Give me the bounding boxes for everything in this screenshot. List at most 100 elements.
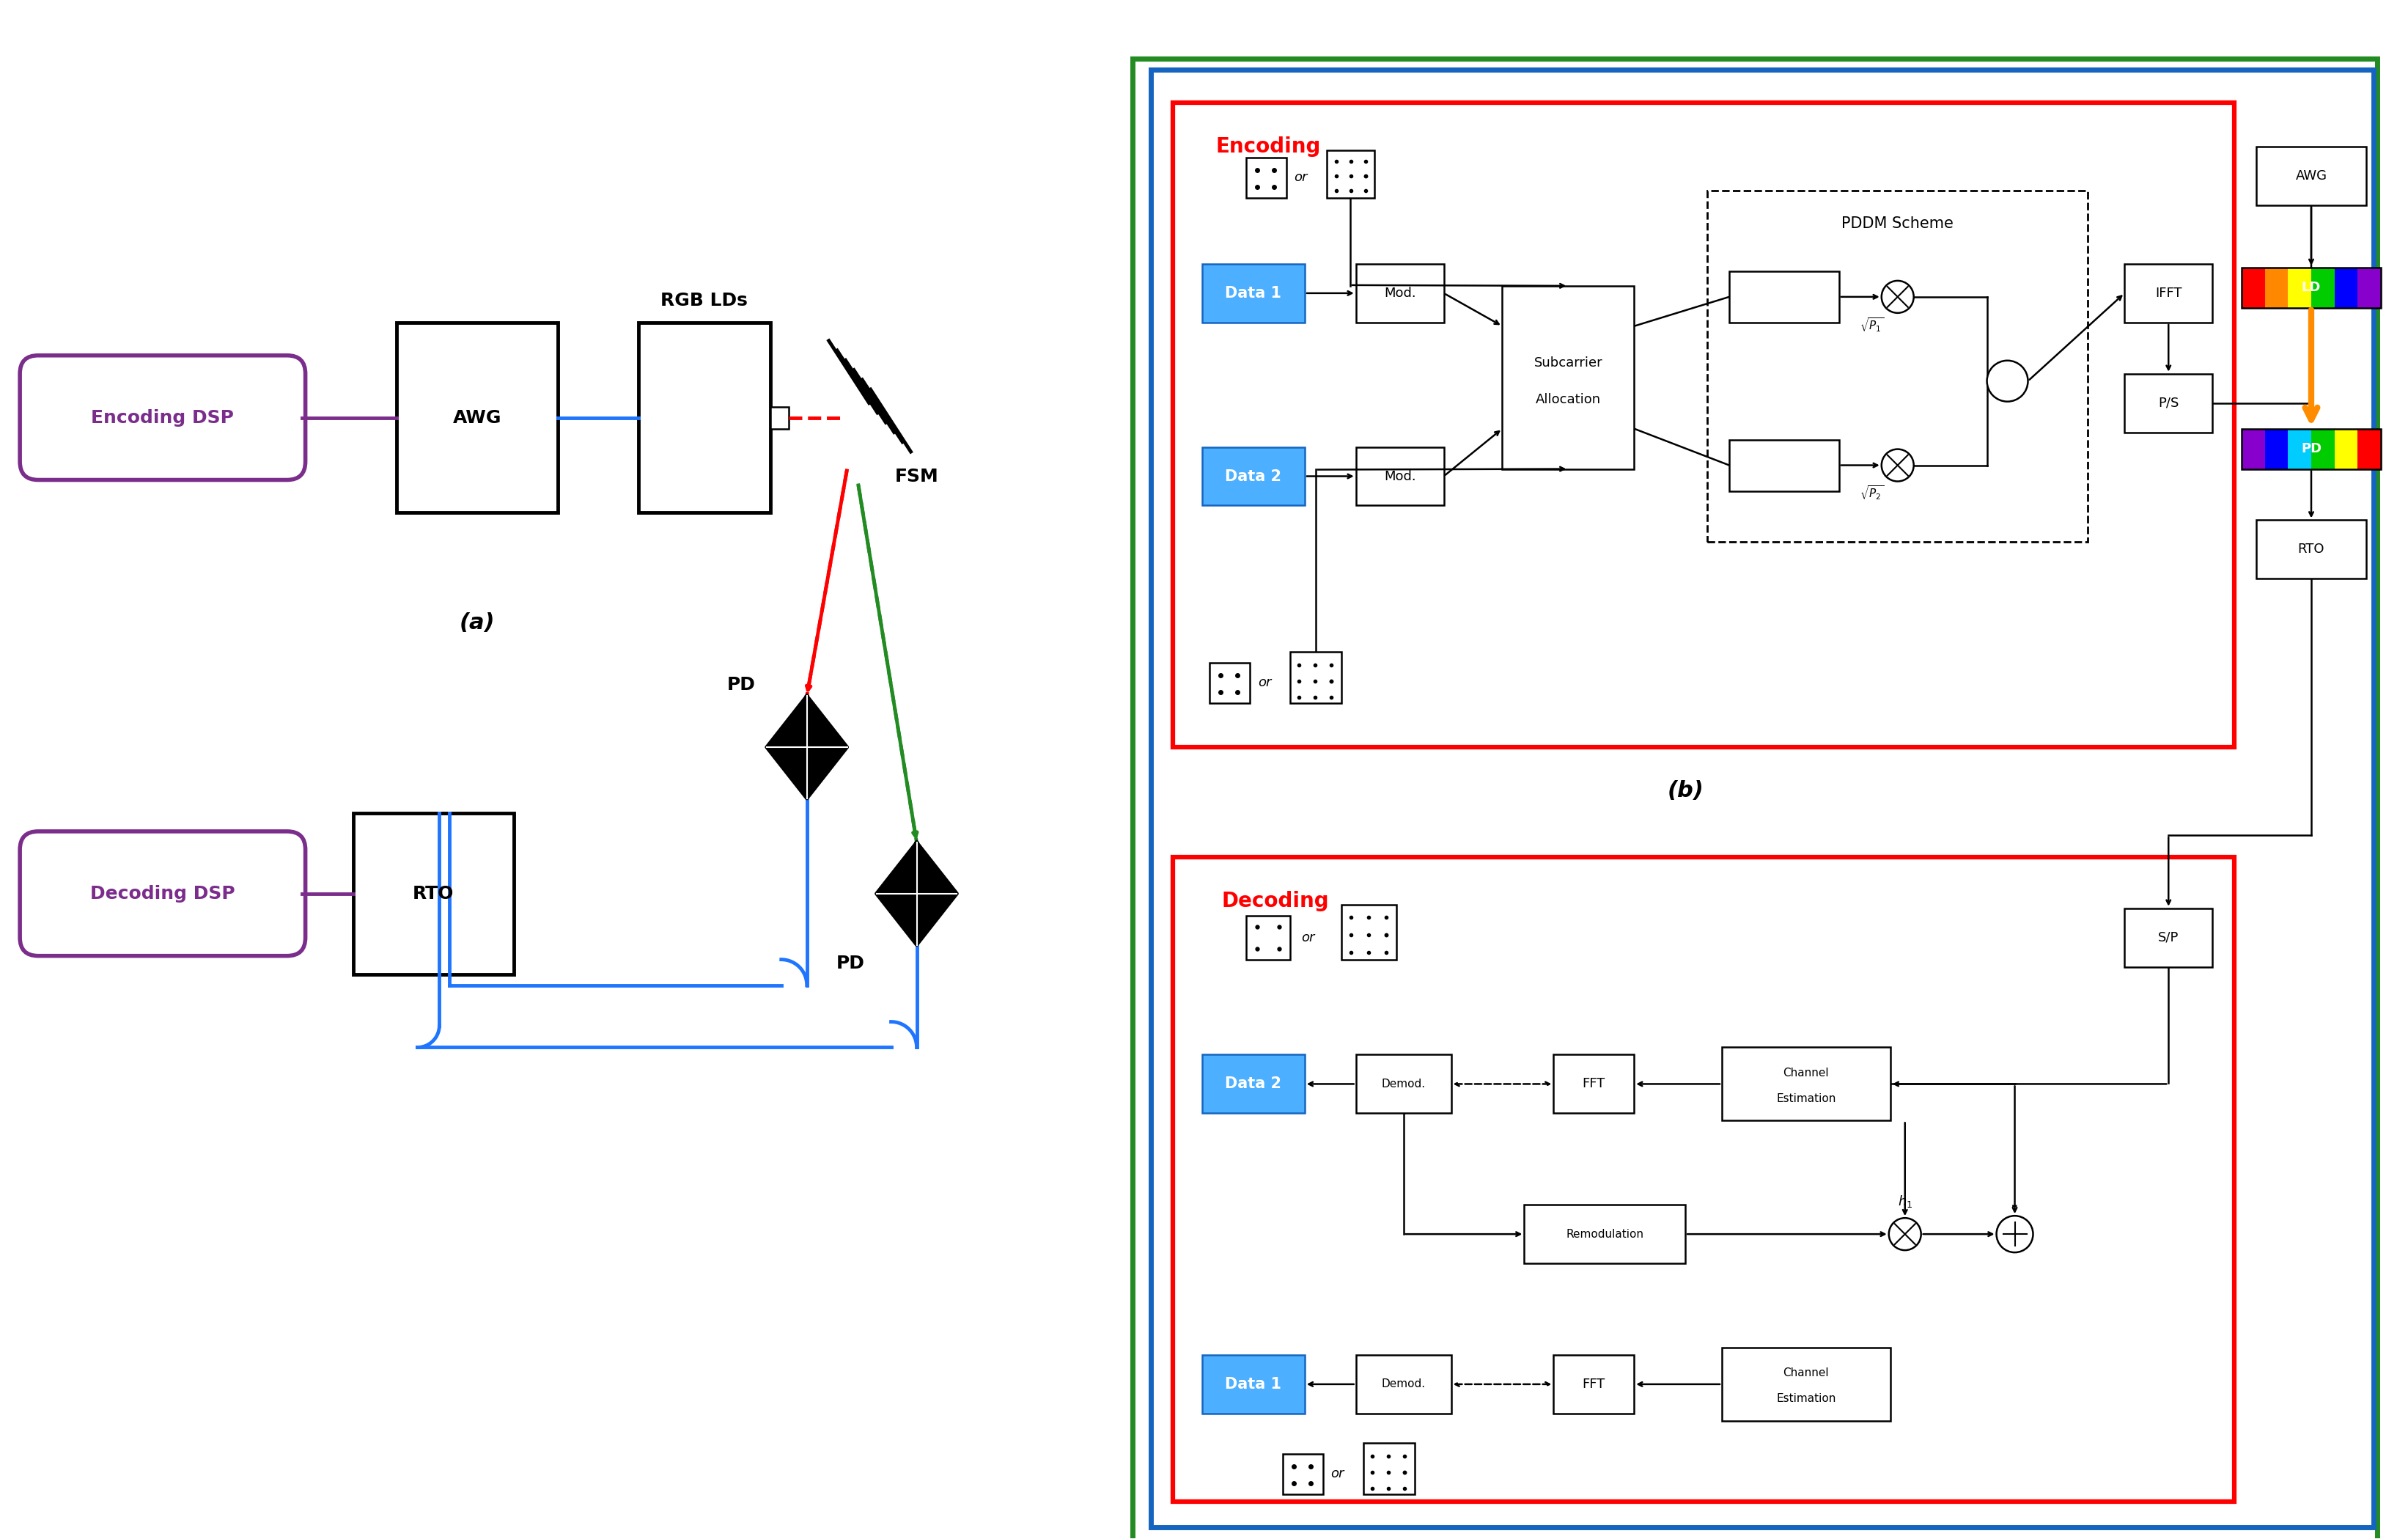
Bar <box>397 323 559 512</box>
Text: AWG: AWG <box>2295 169 2326 183</box>
Polygon shape <box>877 842 956 945</box>
Circle shape <box>1881 280 1914 312</box>
Bar <box>1503 286 1635 469</box>
Bar <box>1173 103 2235 746</box>
Text: Data 2: Data 2 <box>1226 469 1281 483</box>
Bar <box>1722 1348 1890 1420</box>
Text: or: or <box>1257 676 1271 689</box>
Text: Subcarrier: Subcarrier <box>1534 356 1601 369</box>
Bar <box>1356 1054 1452 1113</box>
Text: Demod.: Demod. <box>1382 1379 1426 1390</box>
Bar <box>1202 446 1305 505</box>
Text: PD: PD <box>727 676 756 694</box>
Text: Estimation: Estimation <box>1777 1093 1835 1103</box>
Bar <box>2242 429 2266 469</box>
Bar <box>2124 374 2213 432</box>
Text: LD: LD <box>2302 282 2321 294</box>
Text: -: - <box>2011 1199 2018 1214</box>
Text: RGB LDs: RGB LDs <box>660 292 749 309</box>
Bar <box>1209 663 1250 703</box>
Bar <box>2242 268 2382 308</box>
Bar <box>771 406 787 429</box>
Text: $\sqrt{P_1}$: $\sqrt{P_1}$ <box>1859 315 1883 334</box>
Circle shape <box>1881 449 1914 482</box>
Bar <box>1132 58 2377 1539</box>
Text: PDDM Scheme: PDDM Scheme <box>1842 217 1953 231</box>
Bar <box>1137 0 2408 1537</box>
Polygon shape <box>766 696 848 799</box>
Text: or: or <box>1332 1467 1344 1481</box>
Bar <box>1341 905 1397 959</box>
Text: Data 1: Data 1 <box>1226 286 1281 300</box>
Text: Decoding: Decoding <box>1221 891 1329 911</box>
Bar <box>1356 263 1445 323</box>
Bar <box>2266 429 2288 469</box>
Bar <box>1707 191 2088 542</box>
Text: Channel: Channel <box>1784 1068 1830 1079</box>
FancyBboxPatch shape <box>19 356 306 480</box>
Text: Allocation: Allocation <box>1536 392 1601 406</box>
Text: Channel: Channel <box>1784 1368 1830 1379</box>
Bar <box>1729 271 1840 323</box>
Text: IFFT: IFFT <box>2155 286 2182 300</box>
Text: Decoding DSP: Decoding DSP <box>89 885 236 902</box>
Text: P/S: P/S <box>2158 397 2179 409</box>
Bar <box>1722 1048 1890 1120</box>
Bar <box>354 813 513 974</box>
FancyBboxPatch shape <box>19 831 306 956</box>
Bar <box>2256 520 2367 579</box>
Bar <box>1202 263 1305 323</box>
Bar <box>2256 146 2367 205</box>
Bar <box>1202 1354 1305 1413</box>
Bar <box>1729 440 1840 491</box>
Bar <box>1291 653 1341 703</box>
Bar <box>1356 1354 1452 1413</box>
Text: Mod.: Mod. <box>1385 469 1416 483</box>
Text: Signal 2: Signal 2 <box>1763 460 1806 471</box>
Bar <box>1202 1054 1305 1113</box>
Bar <box>1173 857 2235 1502</box>
Text: $\Sigma$: $\Sigma$ <box>2003 374 2013 388</box>
Text: RTO: RTO <box>2297 543 2324 556</box>
Text: Estimation: Estimation <box>1777 1393 1835 1405</box>
Bar <box>2333 268 2357 308</box>
Text: (a): (a) <box>460 613 496 634</box>
Text: PD: PD <box>836 954 864 973</box>
Text: FFT: FFT <box>1582 1077 1606 1091</box>
Text: S/P: S/P <box>2158 931 2179 943</box>
Text: $h_1$: $h_1$ <box>1898 1193 1912 1208</box>
Bar <box>1553 1354 1635 1413</box>
Bar <box>2357 268 2382 308</box>
Bar <box>2288 268 2312 308</box>
Circle shape <box>1888 1217 1922 1250</box>
Bar <box>2333 429 2357 469</box>
Bar <box>2124 908 2213 966</box>
Text: AWG: AWG <box>453 409 501 426</box>
Text: Encoding: Encoding <box>1216 137 1320 157</box>
Bar <box>2288 429 2312 469</box>
Text: or: or <box>1303 931 1315 943</box>
Text: FSM: FSM <box>896 468 939 485</box>
Circle shape <box>1996 1216 2032 1253</box>
Text: Encoding DSP: Encoding DSP <box>92 409 234 426</box>
Text: Demod.: Demod. <box>1382 1079 1426 1090</box>
Bar <box>1245 916 1291 959</box>
Text: $\sqrt{P_2}$: $\sqrt{P_2}$ <box>1859 485 1883 502</box>
Bar <box>638 323 771 512</box>
Bar <box>1524 1205 1686 1264</box>
Bar <box>2357 429 2382 469</box>
Text: Data 1: Data 1 <box>1226 1377 1281 1391</box>
Bar <box>2312 268 2333 308</box>
Bar <box>1283 1454 1322 1494</box>
Text: PD: PD <box>2302 442 2321 456</box>
Bar <box>2242 268 2266 308</box>
Bar <box>2242 429 2382 469</box>
Text: Mod.: Mod. <box>1385 286 1416 300</box>
Text: RTO: RTO <box>412 885 455 902</box>
Bar <box>2124 263 2213 323</box>
Bar <box>1245 157 1286 199</box>
Text: (b): (b) <box>1666 780 1702 802</box>
Text: FFT: FFT <box>1582 1377 1606 1391</box>
Text: Remodulation: Remodulation <box>1565 1228 1645 1239</box>
Text: Data 2: Data 2 <box>1226 1077 1281 1091</box>
